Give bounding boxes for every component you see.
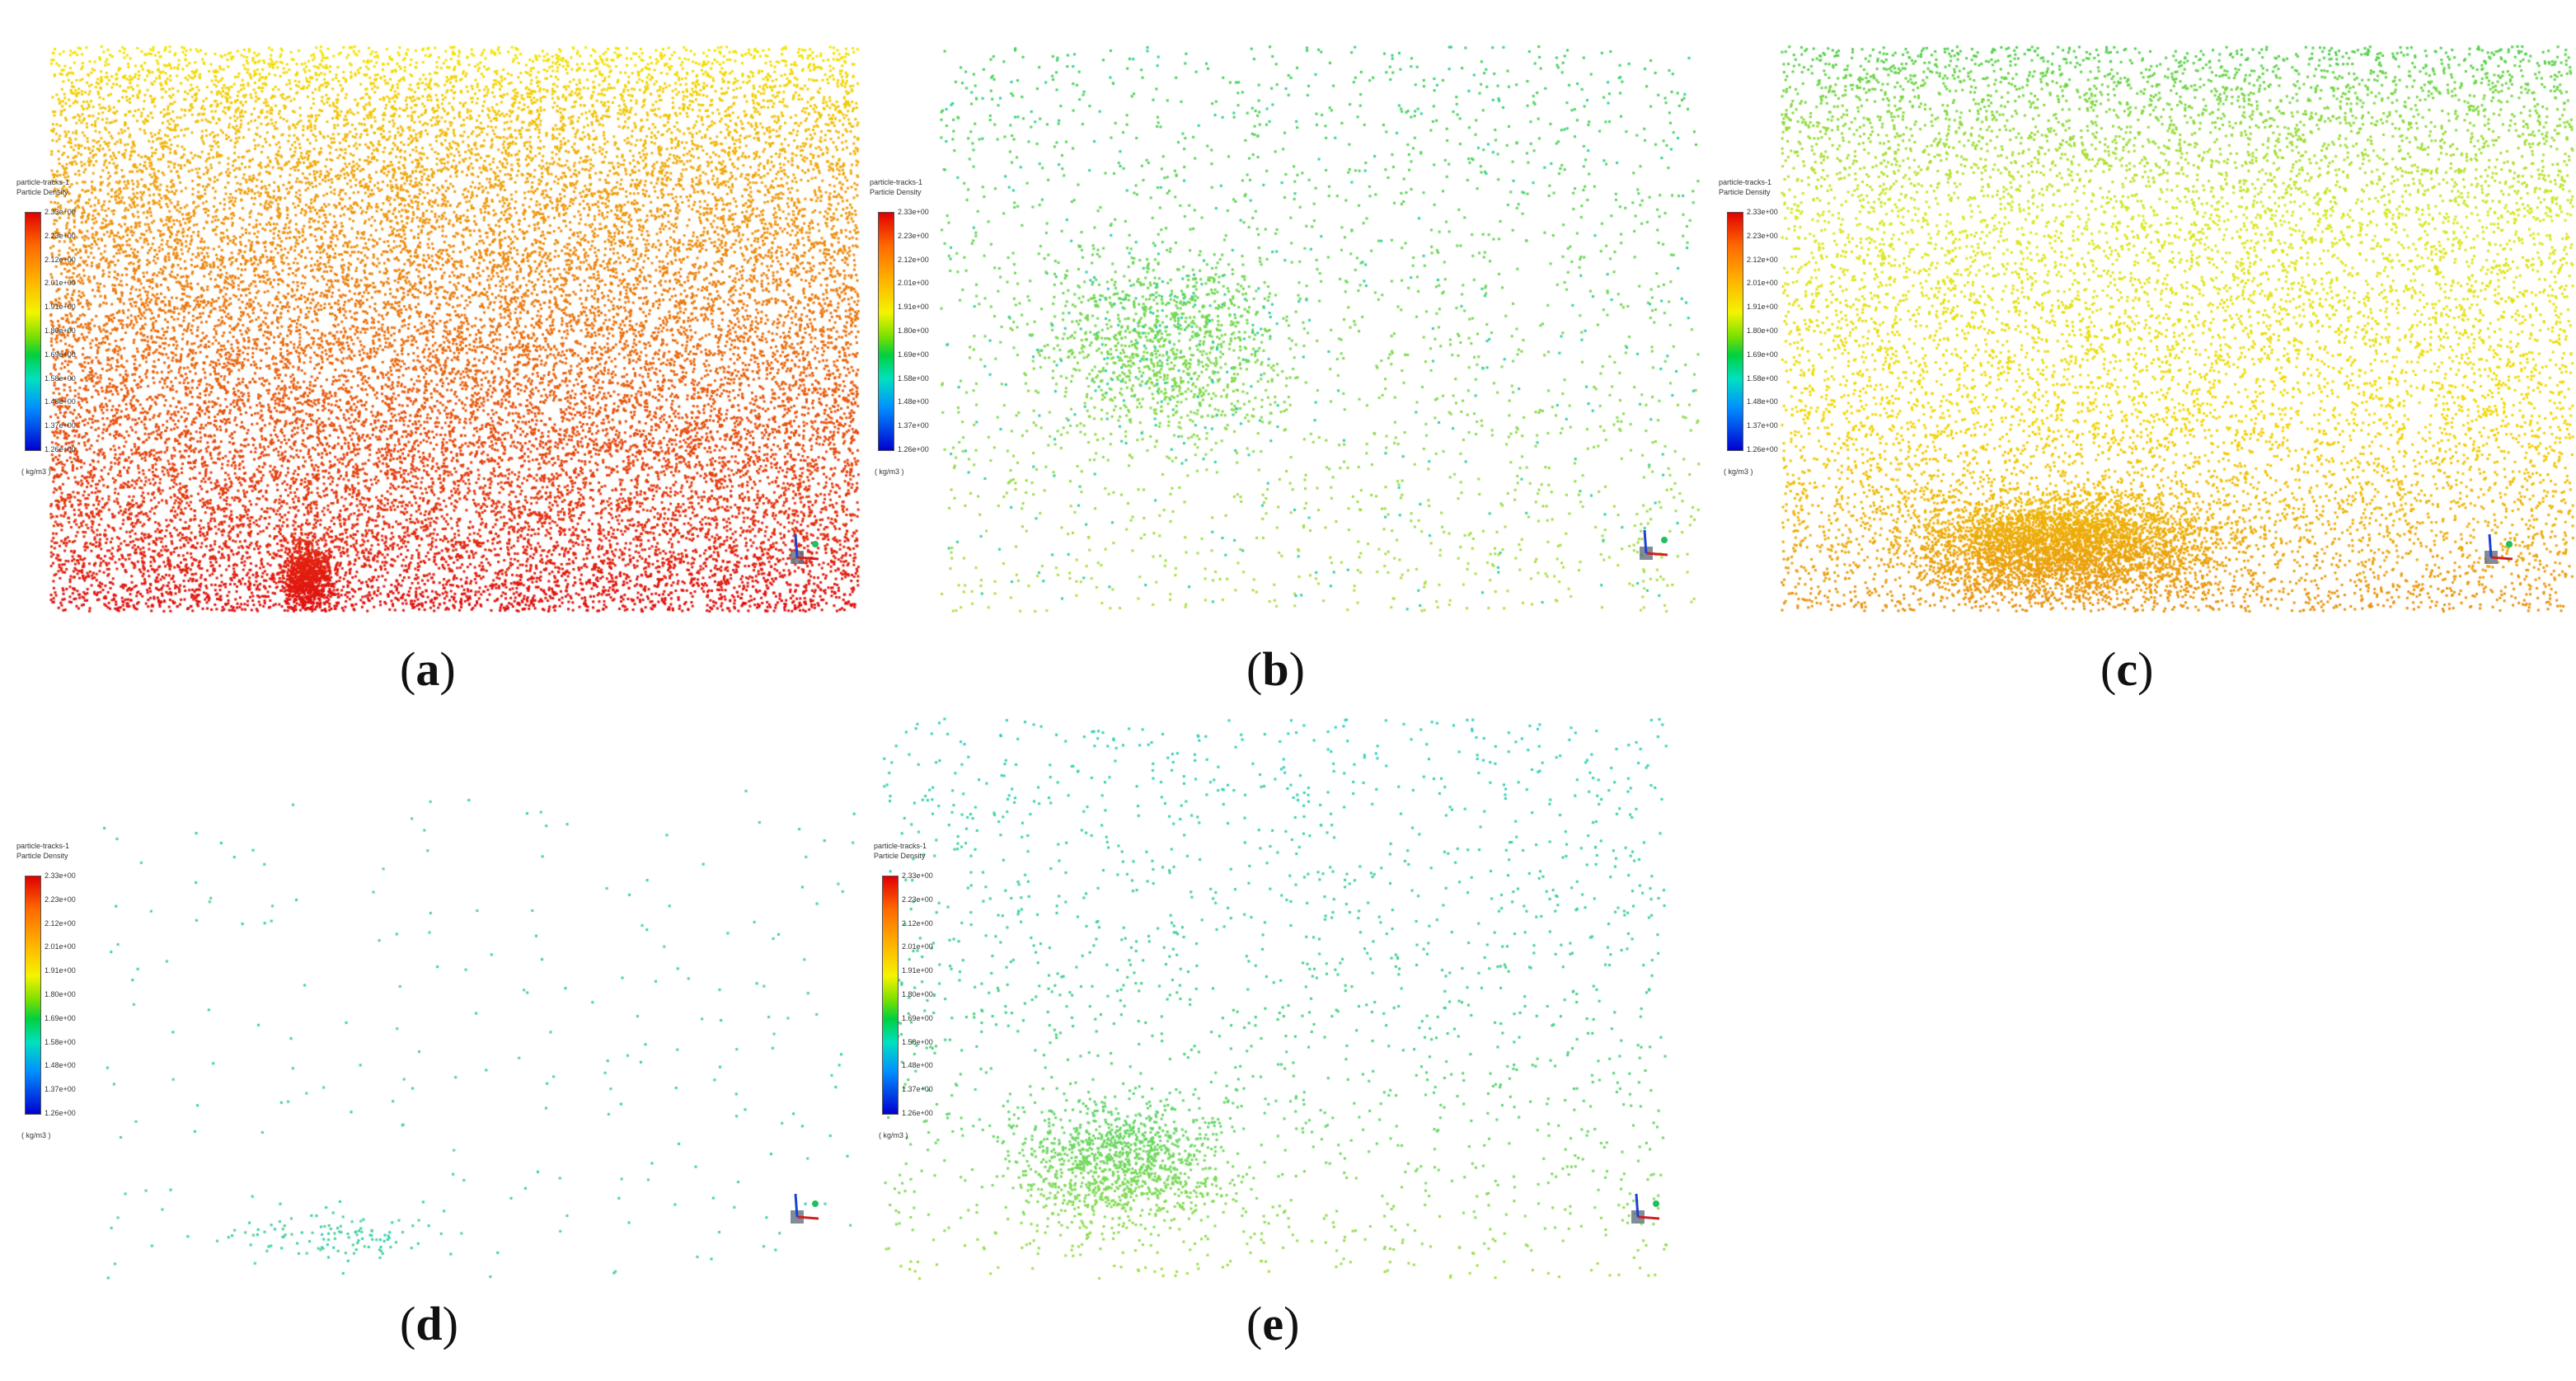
color-scale-bar [878, 212, 894, 451]
color-scale-bar [1727, 212, 1743, 451]
caption-a: (a) [400, 642, 456, 696]
legend-tick-label: 1.69e+00 [898, 350, 929, 359]
color-scale-bar [25, 876, 41, 1115]
legend-tick-label: 1.26e+00 [45, 445, 76, 453]
legend-tick-label: 1.48e+00 [45, 397, 76, 406]
legend-tick-label: 2.23e+00 [1747, 231, 1778, 240]
panel-d: particle-tracks-1 Particle Density 2.33e… [0, 701, 874, 1286]
legend-tick-label: 2.12e+00 [45, 255, 76, 264]
legend-unit: ( kg/m3 ) [21, 1131, 51, 1139]
legend-tick-label: 1.37e+00 [1747, 421, 1778, 430]
legend-tick-label: 2.23e+00 [898, 231, 929, 240]
legend-unit: ( kg/m3 ) [1724, 467, 1753, 476]
legend-tick-label: 1.91e+00 [902, 966, 933, 975]
legend-tick-label: 2.33e+00 [898, 208, 929, 216]
legend-title-line2: Particle Density [16, 188, 68, 196]
legend-tick-label: 1.58e+00 [898, 373, 929, 383]
axis-triad-icon [1628, 524, 1677, 573]
legend-tick-label: 1.91e+00 [1747, 303, 1778, 312]
legend-tick-label: 2.33e+00 [902, 871, 933, 880]
legend-title-line2: Particle Density [874, 852, 926, 860]
color-scale-bar [25, 212, 41, 451]
particle-scatter-b [866, 0, 1715, 618]
legend-tick-label: 1.91e+00 [45, 303, 76, 312]
panel-a: particle-tracks-1 Particle Density 2.33e… [0, 0, 866, 618]
legend-tick-label: 2.33e+00 [1747, 208, 1778, 216]
legend-tick-label: 1.58e+00 [1747, 373, 1778, 383]
particle-scatter-a [0, 0, 866, 618]
legend-tick-label: 1.80e+00 [898, 326, 929, 335]
legend-tick-label: 1.69e+00 [1747, 350, 1778, 359]
panel-c: particle-tracks-1 Particle Density 2.33e… [1715, 0, 2576, 618]
legend-title-line1: particle-tracks-1 [870, 178, 923, 186]
legend-tick-label: 1.80e+00 [45, 990, 76, 998]
legend-tick-label: 1.48e+00 [45, 1061, 76, 1070]
axis-triad-icon [779, 528, 828, 577]
legend-unit: ( kg/m3 ) [21, 467, 51, 476]
legend-tick-label: 1.69e+00 [45, 1013, 76, 1022]
legend-tick-label: 1.37e+00 [45, 421, 76, 430]
legend-tick-label: 1.91e+00 [45, 966, 76, 975]
particle-scatter-c [1715, 0, 2576, 618]
legend-tick-label: 1.26e+00 [1747, 445, 1778, 453]
particle-scatter-e [874, 701, 1723, 1286]
legend-tick-label: 2.12e+00 [898, 255, 929, 264]
legend-title-line1: particle-tracks-1 [16, 842, 70, 850]
legend-tick-label: 1.37e+00 [902, 1085, 933, 1094]
legend-unit: ( kg/m3 ) [875, 467, 904, 476]
legend-unit: ( kg/m3 ) [879, 1131, 908, 1139]
legend-title-line2: Particle Density [16, 852, 68, 860]
legend-tick-label: 2.23e+00 [45, 231, 76, 240]
legend-tick-label: 1.58e+00 [902, 1037, 933, 1046]
legend-tick-label: 2.01e+00 [45, 279, 76, 288]
legend-title-line1: particle-tracks-1 [16, 178, 70, 186]
color-scale-bar [882, 876, 899, 1115]
caption-d: (d) [400, 1297, 458, 1350]
legend-title-line1: particle-tracks-1 [874, 842, 927, 850]
legend-tick-label: 2.01e+00 [902, 942, 933, 951]
legend-title-line2: Particle Density [870, 188, 922, 196]
legend-tick-label: 2.01e+00 [898, 279, 929, 288]
legend-tick-label: 1.48e+00 [902, 1061, 933, 1070]
legend-tick-label: 2.01e+00 [45, 942, 76, 951]
legend-tick-label: 1.80e+00 [45, 326, 76, 335]
particle-scatter-d [0, 701, 874, 1286]
legend-tick-label: 1.58e+00 [45, 373, 76, 383]
legend-tick-label: 2.33e+00 [45, 871, 76, 880]
legend-tick-label: 2.23e+00 [45, 895, 76, 904]
panel-b: particle-tracks-1 Particle Density 2.33e… [866, 0, 1715, 618]
legend-tick-label: 1.69e+00 [45, 350, 76, 359]
caption-b: (b) [1246, 642, 1305, 696]
legend-tick-label: 2.12e+00 [902, 918, 933, 928]
caption-c: (c) [2100, 642, 2154, 696]
axis-triad-icon [779, 1187, 828, 1237]
legend-tick-label: 1.37e+00 [898, 421, 929, 430]
legend-tick-label: 1.58e+00 [45, 1037, 76, 1046]
legend-tick-label: 1.69e+00 [902, 1013, 933, 1022]
legend-tick-label: 1.80e+00 [902, 990, 933, 998]
legend-tick-label: 1.48e+00 [898, 397, 929, 406]
caption-e: (e) [1246, 1297, 1300, 1350]
legend-tick-label: 2.12e+00 [1747, 255, 1778, 264]
legend-tick-label: 1.26e+00 [898, 445, 929, 453]
axis-triad-icon [2473, 528, 2522, 577]
legend-title-line1: particle-tracks-1 [1719, 178, 1772, 186]
legend-tick-label: 1.26e+00 [902, 1109, 933, 1117]
legend-tick-label: 1.80e+00 [1747, 326, 1778, 335]
axis-triad-icon [1620, 1187, 1669, 1237]
legend-tick-label: 1.91e+00 [898, 303, 929, 312]
legend-tick-label: 2.33e+00 [45, 208, 76, 216]
legend-tick-label: 2.12e+00 [45, 918, 76, 928]
panel-e: particle-tracks-1 Particle Density 2.33e… [874, 701, 1723, 1286]
legend-tick-label: 2.23e+00 [902, 895, 933, 904]
legend-tick-label: 2.01e+00 [1747, 279, 1778, 288]
legend-title-line2: Particle Density [1719, 188, 1771, 196]
legend-tick-label: 1.26e+00 [45, 1109, 76, 1117]
legend-tick-label: 1.37e+00 [45, 1085, 76, 1094]
legend-tick-label: 1.48e+00 [1747, 397, 1778, 406]
